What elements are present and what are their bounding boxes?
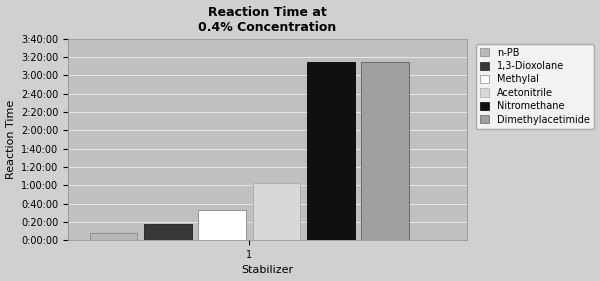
Bar xyxy=(307,62,355,240)
Bar xyxy=(144,224,192,240)
Legend: n-PB, 1,3-Dioxolane, Methylal, Acetonitrile, Nitromethane, Dimethylacetimide: n-PB, 1,3-Dioxolane, Methylal, Acetonitr… xyxy=(476,44,594,128)
Bar xyxy=(89,233,137,240)
Y-axis label: Reaction Time: Reaction Time xyxy=(5,100,16,179)
Bar xyxy=(361,62,409,240)
X-axis label: Stabilizer: Stabilizer xyxy=(241,266,293,275)
Bar xyxy=(253,183,301,240)
Bar xyxy=(198,210,246,240)
Title: Reaction Time at
0.4% Concentration: Reaction Time at 0.4% Concentration xyxy=(199,6,337,33)
